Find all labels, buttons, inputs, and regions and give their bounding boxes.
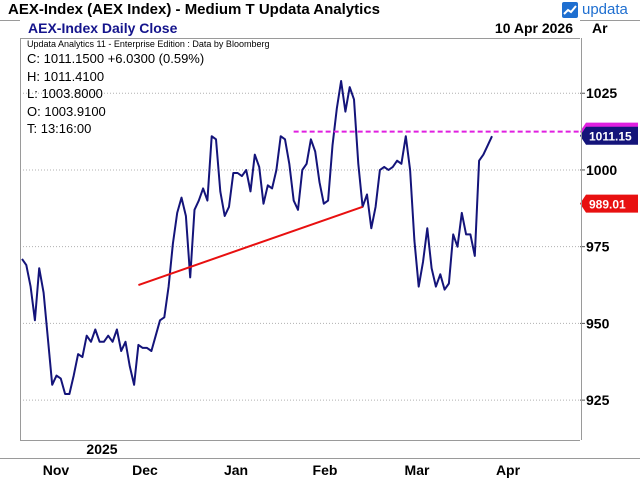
chart-header: AEX-Index Daily Close 10 Apr 2026 [20, 20, 580, 39]
x-tick-label-dec: Dec [132, 462, 158, 478]
ohlc-info-panel: Updata Analytics 11 - Enterprise Edition… [27, 39, 269, 138]
window-title: AEX-Index (AEX Index) - Medium T Updata … [8, 1, 380, 18]
x-tick-label-nov: Nov [43, 462, 70, 478]
price-tag-bg [580, 126, 638, 145]
high-value: H: 1011.4100 [27, 68, 105, 84]
brand-name: updata [582, 1, 628, 18]
price-series [21, 80, 493, 395]
price-line [21, 80, 493, 395]
year-label: 2025 [86, 441, 117, 457]
data-source: Updata Analytics 11 - Enterprise Edition… [27, 39, 270, 49]
price-tag-label: 1011.15 [589, 130, 632, 144]
month-axis-row [0, 458, 640, 481]
y-tick-label-975: 975 [586, 239, 610, 255]
overlay-lines [138, 130, 580, 286]
chart-date: 10 Apr 2026 [494, 20, 573, 36]
open-value: O: 1003.9100 [27, 103, 106, 119]
trend-tag: 989.01 [580, 194, 638, 213]
close-value: C: 1011.1500 +6.0300 (0.59%) [27, 51, 205, 66]
window-titlebar: AEX-Index (AEX Index) - Medium T Updata … [0, 0, 640, 21]
x-axis-ticks: Nov Dec Jan Feb Mar Apr 2025 [43, 441, 521, 478]
y-tick-label-1000: 1000 [586, 162, 617, 178]
price-tag: 1011.15 [580, 126, 638, 145]
y-axis-ticks: 925 950 975 1000 1025 [580, 85, 617, 408]
x-tick-label-mar: Mar [405, 462, 430, 478]
y-tick-label-1025: 1025 [586, 85, 617, 101]
trend-tag-bg [580, 194, 638, 213]
grid-lines [20, 92, 580, 401]
chart-title: AEX-Index Daily Close [28, 20, 178, 36]
y-tick-label-950: 950 [586, 315, 610, 331]
x-tick-label-feb: Feb [313, 462, 338, 478]
plot-area[interactable] [20, 38, 582, 440]
trend-tag-label: 989.01 [589, 198, 626, 212]
y-tick-label-925: 925 [586, 392, 610, 408]
year-axis-row [20, 440, 580, 459]
x-tick-label-jan: Jan [224, 462, 248, 478]
x-tick-label-apr: Apr [496, 462, 521, 478]
axis-unit-tag: Ar [592, 20, 608, 36]
low-value: L: 1003.8000 [27, 86, 103, 101]
time-value: T: 13:16:00 [27, 121, 92, 136]
updata-logo-icon [562, 2, 578, 18]
trendline-line [138, 205, 363, 286]
